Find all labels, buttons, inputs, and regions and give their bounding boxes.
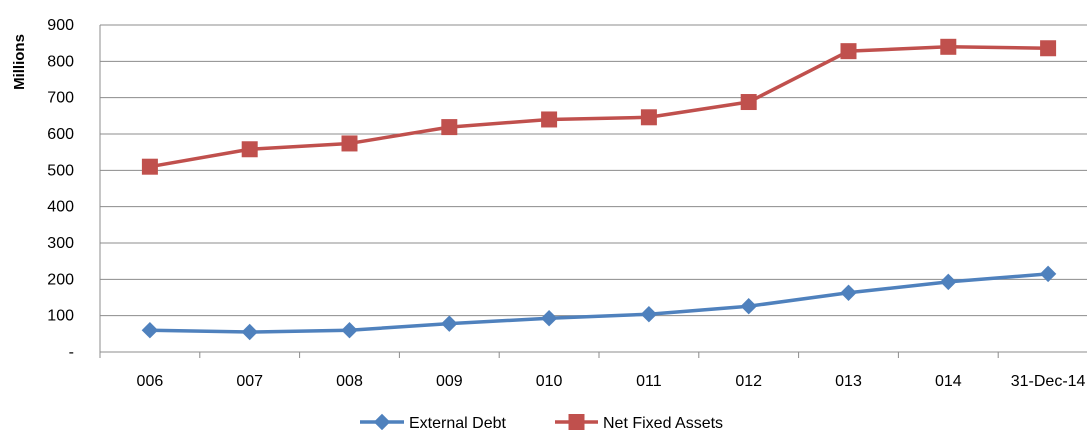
gridlines: [100, 24, 1087, 317]
series-external-debt: [141, 265, 1057, 341]
x-tick-label: 31-Dec-14: [1011, 373, 1086, 390]
y-tick-label: 600: [47, 126, 74, 143]
x-tick-label: 010: [536, 373, 563, 390]
data-point: [541, 111, 558, 128]
data-point: [1039, 265, 1057, 283]
x-tick-label: 012: [735, 373, 762, 390]
series-line: [149, 272, 1049, 334]
legend-label: Net Fixed Assets: [603, 415, 723, 430]
data-point: [940, 38, 957, 55]
y-tick-label: -: [69, 344, 74, 361]
data-point: [640, 109, 657, 126]
legend-item: Net Fixed Assets: [555, 414, 723, 430]
x-tick-label: 011: [636, 373, 662, 390]
x-tick-label: 014: [935, 373, 962, 390]
data-point: [840, 43, 857, 60]
data-point: [940, 273, 957, 291]
y-tick-label: 400: [47, 199, 74, 216]
legend-label: External Debt: [409, 415, 506, 430]
data-point: [1040, 40, 1057, 57]
legend: External Debt Net Fixed Assets: [360, 413, 723, 430]
legend-item: External Debt: [360, 413, 506, 430]
data-point: [341, 135, 358, 152]
y-axis-label: Millions: [11, 34, 28, 90]
y-tick-label: 800: [47, 53, 74, 70]
data-point: [441, 119, 458, 136]
y-tick-label: 200: [47, 271, 74, 288]
data-point: [840, 284, 857, 301]
data-point: [540, 310, 558, 327]
y-tick-label: 100: [47, 308, 74, 325]
data-point: [640, 306, 658, 323]
x-tick-label: 007: [236, 373, 263, 390]
data-point: [141, 321, 159, 339]
axes: [99, 25, 1087, 358]
y-tick-label: 700: [47, 90, 74, 107]
y-tick-label: 500: [47, 162, 74, 179]
x-tick-labels: 006 007 008 009 010 011 012 013 014 31-Dec-14: [137, 373, 1086, 390]
data-point: [241, 141, 258, 158]
x-tick-label: 006: [137, 373, 164, 390]
data-point: [740, 94, 757, 111]
x-tick-label: 013: [835, 373, 862, 390]
x-tick-label: 008: [336, 373, 363, 390]
series: [141, 38, 1057, 341]
legend-swatch-marker: [373, 413, 391, 430]
y-tick-label: 900: [47, 17, 74, 34]
legend-swatch-marker: [568, 414, 585, 430]
x-tick-label: 009: [436, 373, 463, 390]
data-point: [341, 321, 358, 339]
data-point: [740, 298, 757, 315]
data-point: [141, 158, 158, 175]
series-line: [149, 45, 1049, 169]
y-tick-label: 300: [47, 235, 74, 252]
data-point: [241, 323, 258, 341]
y-tick-labels: - 100 200 300 400 500 600 700 800 900: [47, 17, 74, 361]
data-point: [441, 315, 458, 332]
series-net-fixed-assets: [141, 38, 1057, 175]
